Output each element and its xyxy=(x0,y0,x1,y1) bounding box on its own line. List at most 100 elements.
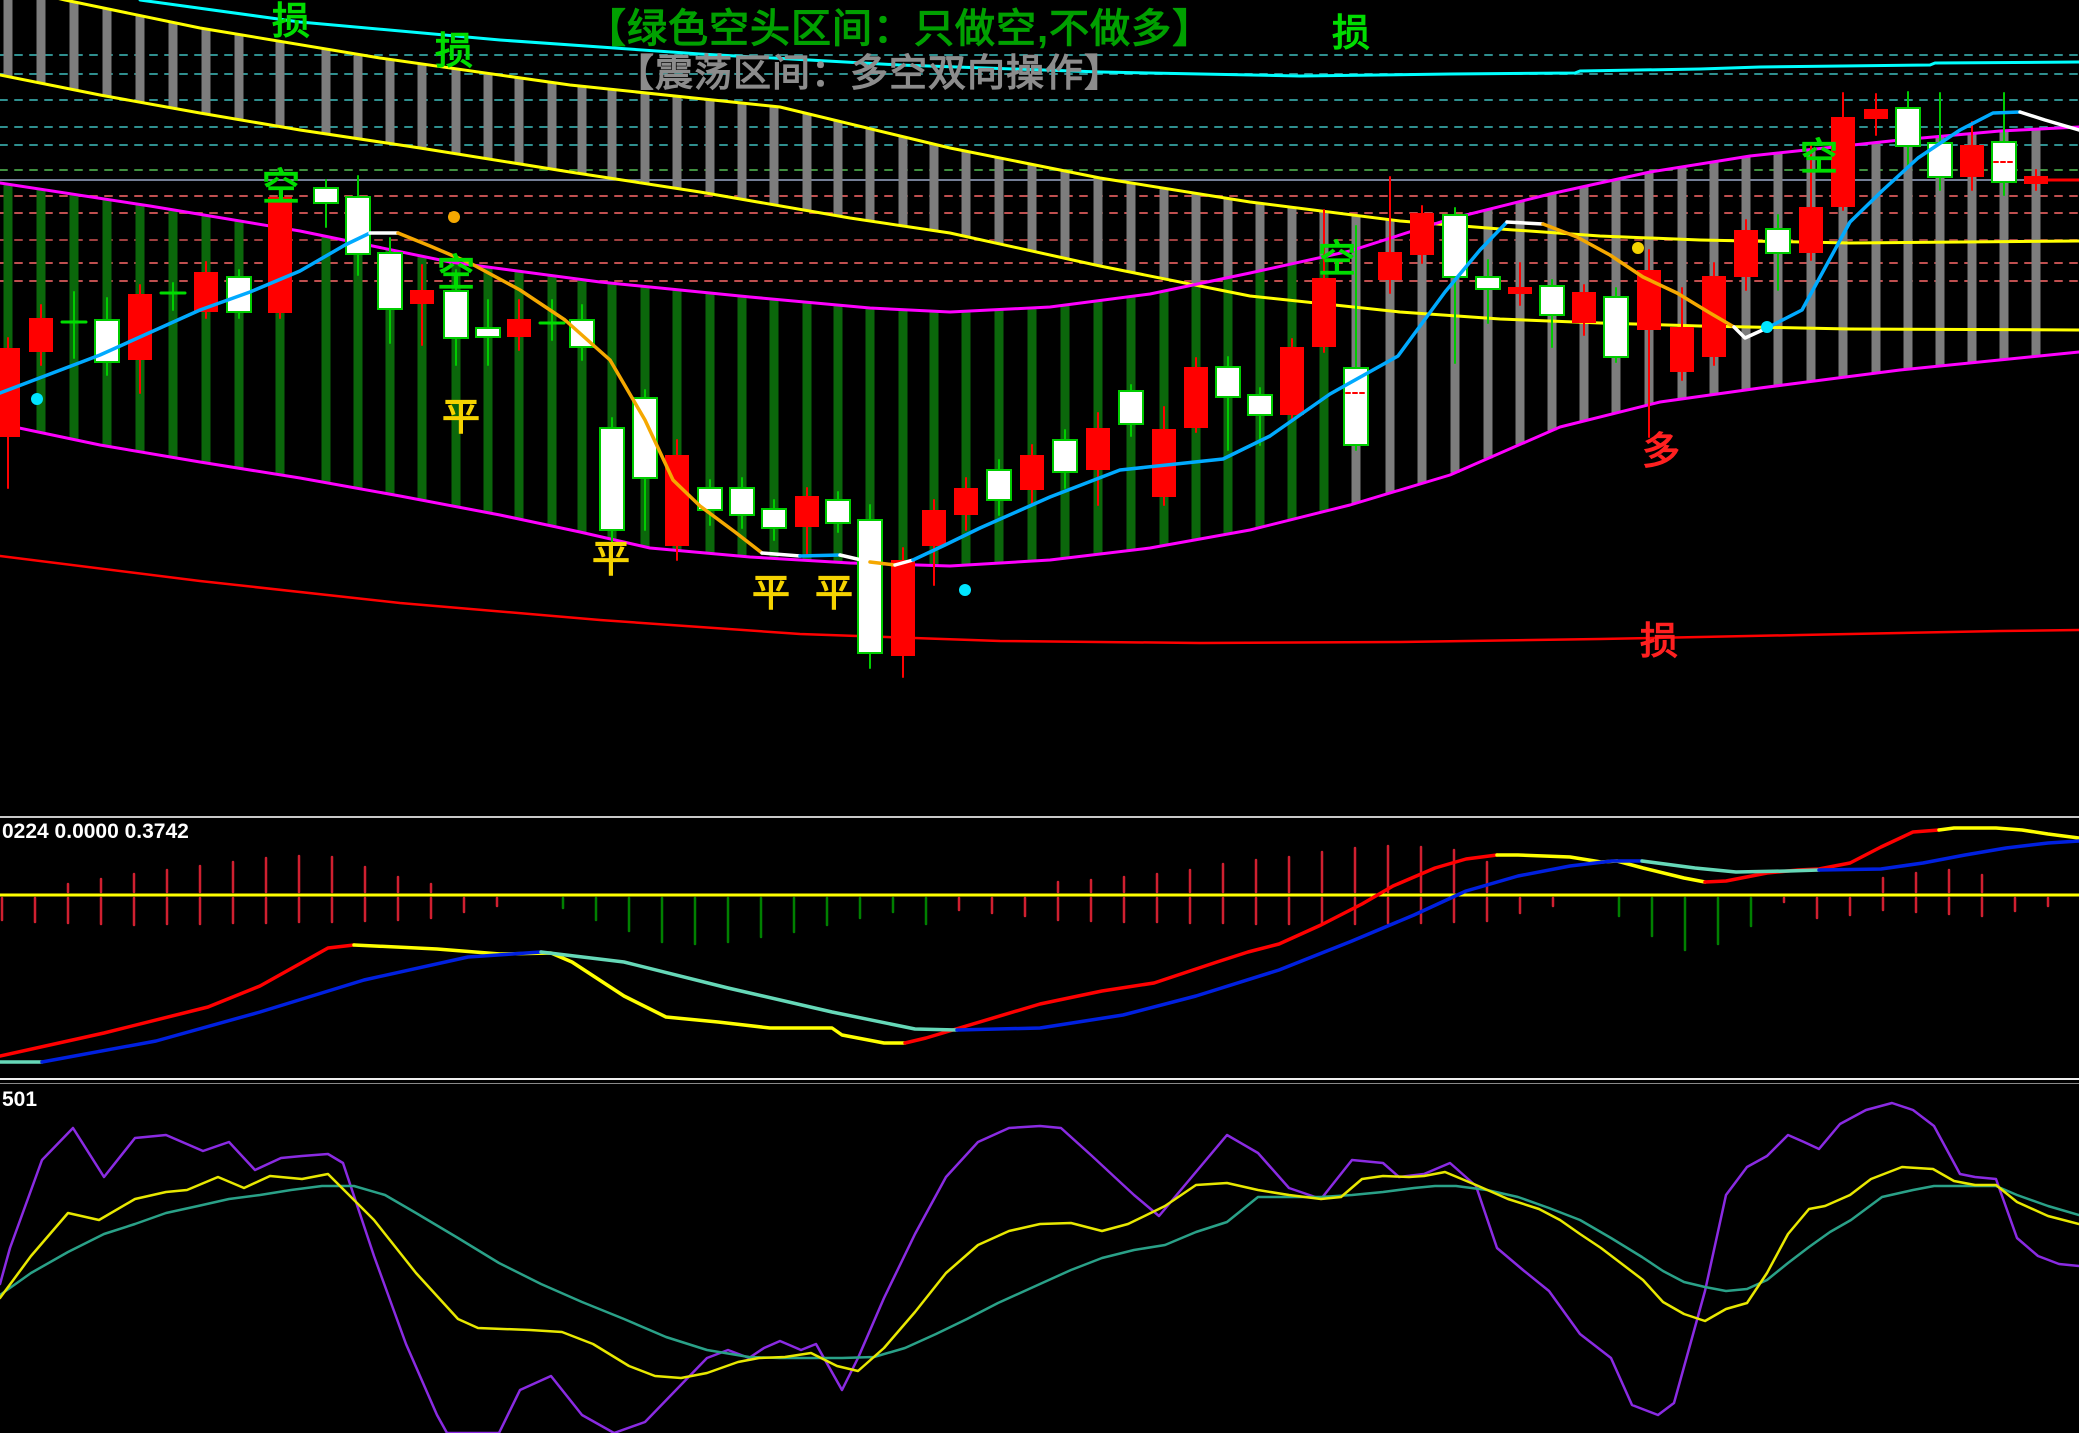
panel-separator xyxy=(0,1078,2079,1080)
bull-candle-body xyxy=(1247,394,1273,416)
macd-panel xyxy=(0,826,2079,1064)
bear-candle-body xyxy=(1410,213,1434,255)
signal-dot xyxy=(31,393,43,405)
bear-candle-body xyxy=(1312,278,1336,347)
bear-candle-body xyxy=(507,319,531,337)
price-channel-column xyxy=(802,302,812,561)
price-channel-column xyxy=(833,305,843,563)
yellow-channel-column xyxy=(1191,193,1201,286)
signal-label: 空 xyxy=(437,253,475,295)
yellow-channel-column xyxy=(1255,203,1265,298)
signal-label: 多 xyxy=(1642,431,1680,473)
bull-candle-body xyxy=(599,427,625,531)
yellow-channel-column xyxy=(234,34,244,120)
bear-candle-body xyxy=(1184,367,1208,428)
price-channel-column xyxy=(1677,166,1687,399)
yellow-channel-column xyxy=(961,151,971,237)
signal-label: 空 xyxy=(1318,239,1356,281)
kdj-d-line xyxy=(0,1184,2079,1360)
fast-ma-segment xyxy=(1765,110,2022,330)
fast-ma-segment xyxy=(911,220,1509,562)
signal-label: 损 xyxy=(1332,13,1370,55)
signal-label: 平 xyxy=(592,539,630,581)
bull-candle-body xyxy=(1895,107,1921,147)
price-channel-column xyxy=(1967,133,1977,363)
fast-ma-segment xyxy=(2018,110,2079,132)
yellow-channel-column xyxy=(769,106,779,205)
yellow-channel-column xyxy=(577,86,587,174)
bull-candle-body xyxy=(475,327,501,338)
bear-candle-body xyxy=(1960,145,1984,177)
bear-candle-body xyxy=(1508,287,1532,294)
price-channel-column xyxy=(865,308,875,564)
bull-candle-body xyxy=(345,196,371,255)
signal-label: 平 xyxy=(442,397,480,439)
signal-dot xyxy=(959,584,971,596)
bull-candle-body xyxy=(729,487,755,516)
bull-candle-body xyxy=(1052,439,1078,473)
yellow-channel-column xyxy=(321,49,331,134)
bear-candle-body xyxy=(1831,117,1855,207)
price-channel-column xyxy=(3,184,13,426)
price-channel-column xyxy=(737,296,747,557)
kdj-values-label: 501 xyxy=(2,1088,38,1111)
signal-label: 损 xyxy=(435,31,473,73)
yellow-channel-column xyxy=(1027,164,1037,252)
price-channel-column xyxy=(385,249,395,495)
price-channel-column xyxy=(1319,256,1329,512)
signal-label: 空 xyxy=(262,167,300,209)
bear-candle-body xyxy=(1864,109,1888,119)
bull-candle-body xyxy=(1765,228,1791,254)
price-channel-column xyxy=(1515,201,1525,445)
red-stop-line xyxy=(0,554,2079,645)
bear-candle-body xyxy=(1378,252,1402,280)
macd-dif-segment xyxy=(1495,853,1707,884)
fast-ma-segment xyxy=(1505,220,1545,226)
price-channel-column xyxy=(1027,307,1037,562)
price-channel-column xyxy=(577,279,587,533)
yellow-channel-column xyxy=(705,99,715,194)
panel-separator xyxy=(0,816,2079,818)
price-channel-column xyxy=(353,242,363,489)
yellow-channel-column xyxy=(3,0,13,77)
bull-candle-body xyxy=(377,252,403,310)
price-channel-column xyxy=(1935,136,1945,366)
price-channel-column xyxy=(168,209,178,458)
price-channel-column xyxy=(201,215,211,463)
price-channel-column xyxy=(1806,149,1816,382)
kdj-panel xyxy=(0,1101,2079,1433)
bear-candle-body xyxy=(0,348,20,437)
bear-candle-body xyxy=(410,290,434,304)
bear-candle-body xyxy=(1280,347,1304,415)
macd-dea-segment xyxy=(1817,839,2079,872)
yellow-channel-column xyxy=(865,128,875,221)
macd-dea-segment xyxy=(539,950,959,1032)
price-channel-column xyxy=(769,299,779,559)
yellow-channel-column xyxy=(833,120,843,216)
macd-dif-segment xyxy=(903,853,1499,1045)
price-channel-column xyxy=(1385,238,1395,493)
yellow-channel-column xyxy=(135,15,145,103)
price-channel-column xyxy=(321,236,331,483)
bull-candle-body xyxy=(1215,366,1241,398)
yellow-channel-column xyxy=(36,0,46,84)
macd-dif-segment xyxy=(0,943,356,1058)
signal-label: 空 xyxy=(1800,137,1838,179)
bull-candle-body xyxy=(986,469,1012,501)
yellow-channel-column xyxy=(483,73,493,159)
macd-dif-segment xyxy=(1937,826,2079,840)
signal-label: 平 xyxy=(815,573,853,615)
oscillation-zone-banner: 【震荡区间：多空双向操作】 xyxy=(616,53,1124,95)
fast-ma-segment xyxy=(760,551,802,558)
price-channel-column xyxy=(451,262,461,507)
bear-candle-body xyxy=(1799,207,1823,253)
price-channel-column xyxy=(1903,139,1913,370)
bear-candle-body xyxy=(1572,292,1596,323)
bear-zone-banner: 【绿色空头区间：只做空,不做多】 xyxy=(586,7,1214,51)
macd-values-label: 0224 0.0000 0.3742 xyxy=(2,820,189,843)
yellow-channel-column xyxy=(547,82,557,170)
kdj-j-line xyxy=(0,1101,2079,1433)
